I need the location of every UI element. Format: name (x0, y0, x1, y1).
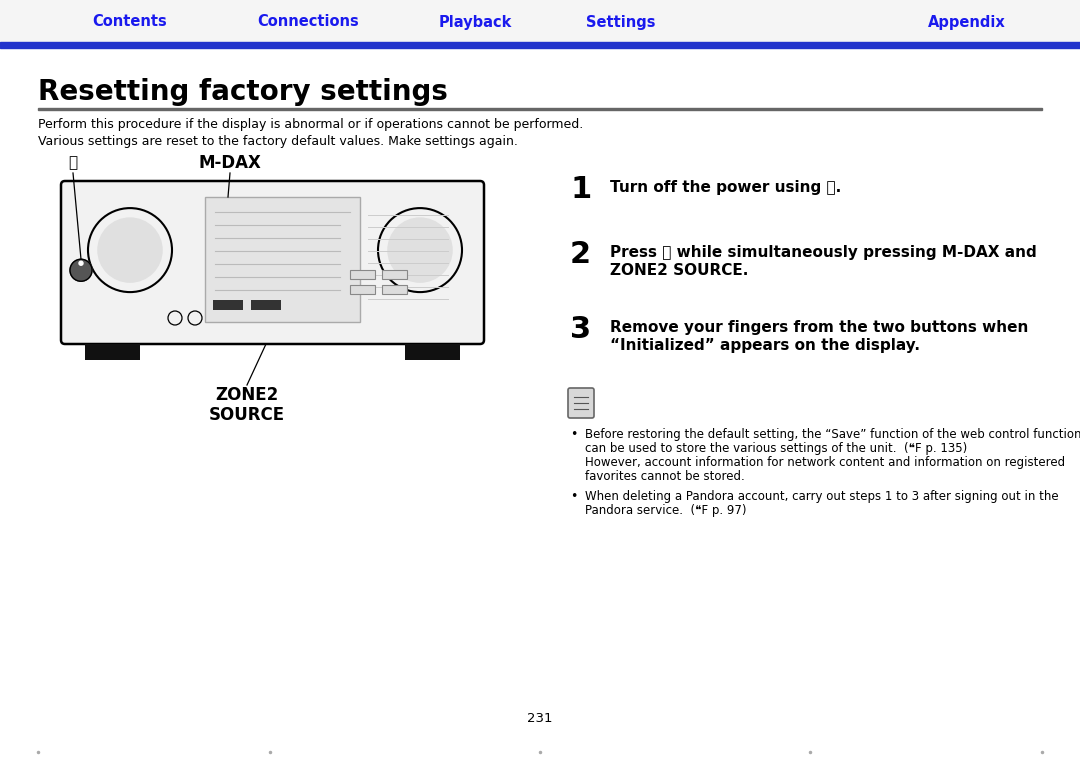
Bar (382, 285, 407, 294)
Text: Remove your fingers from the two buttons when: Remove your fingers from the two buttons… (610, 320, 1028, 335)
Text: Perform this procedure if the display is abnormal or if operations cannot be per: Perform this procedure if the display is… (38, 118, 583, 131)
Bar (213, 300, 243, 310)
Text: ZONE2 SOURCE.: ZONE2 SOURCE. (610, 263, 748, 278)
Text: 3: 3 (570, 315, 591, 344)
Text: Contents: Contents (92, 14, 167, 30)
Text: ZONE2: ZONE2 (215, 386, 279, 404)
Text: SOURCE: SOURCE (208, 406, 285, 424)
Text: •: • (570, 428, 578, 441)
Text: 231: 231 (527, 712, 553, 724)
Text: When deleting a Pandora account, carry out steps 1 to 3 after signing out in the: When deleting a Pandora account, carry o… (585, 490, 1058, 503)
Text: Pandora service.  (❝F p. 97): Pandora service. (❝F p. 97) (585, 504, 746, 517)
Circle shape (79, 261, 83, 266)
Text: Before restoring the default setting, the “Save” function of the web control fun: Before restoring the default setting, th… (585, 428, 1080, 441)
Bar (85, 344, 140, 360)
Text: Various settings are reset to the factory default values. Make settings again.: Various settings are reset to the factor… (38, 135, 518, 148)
Bar (0, 42, 1080, 48)
Text: M-DAX: M-DAX (199, 154, 261, 172)
Bar (350, 285, 375, 294)
Bar (405, 344, 460, 360)
FancyBboxPatch shape (60, 181, 484, 344)
Text: Playback: Playback (438, 14, 512, 30)
Text: favorites cannot be stored.: favorites cannot be stored. (585, 470, 745, 483)
Text: Settings: Settings (586, 14, 656, 30)
Bar (350, 270, 375, 279)
Text: 1: 1 (570, 175, 591, 204)
FancyBboxPatch shape (568, 388, 594, 418)
Bar (38, 108, 1042, 110)
Bar (0, 0, 1080, 42)
Bar (382, 270, 407, 279)
Text: Turn off the power using ⏻.: Turn off the power using ⏻. (610, 180, 841, 195)
Text: However, account information for network content and information on registered: However, account information for network… (585, 456, 1065, 469)
Text: can be used to store the various settings of the unit.  (❝F p. 135): can be used to store the various setting… (585, 442, 968, 455)
Text: Press ⏻ while simultaneously pressing M-DAX and: Press ⏻ while simultaneously pressing M-… (610, 245, 1037, 260)
Text: 2: 2 (570, 240, 591, 269)
Text: •: • (570, 490, 578, 503)
Circle shape (388, 218, 453, 283)
Text: ⏻: ⏻ (68, 155, 78, 170)
Circle shape (97, 218, 163, 283)
Text: Appendix: Appendix (928, 14, 1005, 30)
Text: “Initialized” appears on the display.: “Initialized” appears on the display. (610, 338, 920, 353)
Bar (205, 197, 360, 322)
Circle shape (70, 260, 92, 282)
Bar (251, 300, 281, 310)
Text: Connections: Connections (257, 14, 359, 30)
Text: Resetting factory settings: Resetting factory settings (38, 78, 448, 106)
